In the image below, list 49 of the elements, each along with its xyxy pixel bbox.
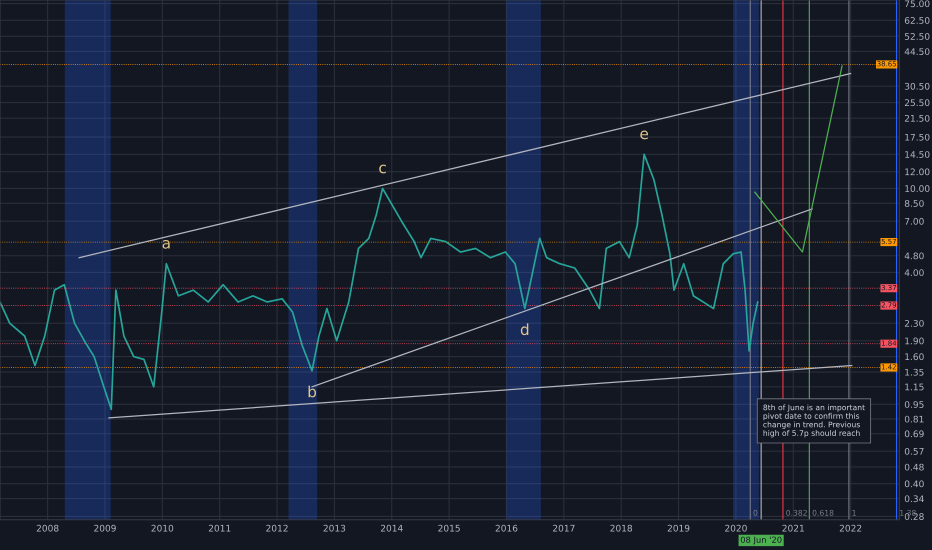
y-tick-label: 44.50 [904,48,930,56]
x-tick-label: 2013 [324,524,346,532]
x-tick-label: 2019 [668,524,690,532]
annotation: c [379,164,386,174]
y-tick-label: 17.50 [905,134,930,141]
y-tick-label: 0.40 [904,480,924,488]
y-tick-label: 0.69 [904,430,924,438]
x-tick-label: 2017 [553,524,575,532]
x-tick-label: 2010 [152,524,174,532]
y-tick-label: 25.50 [904,99,930,106]
annotation: a [162,240,170,249]
y-tick-label: 75.00 [904,0,930,8]
x-tick-label: 2009 [94,524,116,532]
y-tick-label: 62.50 [904,17,930,24]
y-tick-label: 1.15 [905,384,924,390]
y-tick-label: 14.50 [905,151,930,158]
y-tick-label: 7.00 [904,218,924,225]
y-tick-label: 0.81 [904,416,924,423]
annotation: b [308,386,316,398]
annotation: e [640,130,648,140]
y-tick-label: 1.90 [905,337,924,344]
y-tick-label: 52.50 [904,33,930,40]
y-tick-label: 0.95 [904,401,924,408]
y-tick-label: 0.34 [904,495,924,502]
y-tick-label: 4.80 [904,252,924,260]
x-tick-label: 2020 [725,524,747,532]
x-tick-label: 2011 [208,524,230,532]
y-tick-label: 8.50 [904,200,924,207]
x-tick-label: 2018 [610,524,632,532]
y-tick-label: 1.35 [905,368,924,376]
x-tick-label: 2022 [840,524,862,532]
y-tick-label: 0.57 [904,448,924,455]
x-tick-label: 2014 [380,524,403,532]
ref-line-label: 08 Jun '20 [740,536,782,544]
x-tick-label: 2021 [782,524,804,532]
y-tick-label: 12.00 [905,168,930,176]
x-tick-label: 2008 [36,524,58,532]
x-tick-label: 2016 [496,524,518,532]
y-tick-label: 21.50 [904,114,930,122]
y-tick-label: 30.50 [904,82,930,90]
y-tick-label: 1.60 [905,353,924,360]
y-tick-label: 2.30 [904,320,924,327]
y-tick-label: 4.00 [904,269,924,276]
x-tick-label: 2012 [266,524,288,532]
line-series [0,154,759,410]
annotation: d [520,323,528,336]
y-tick-label: 10.00 [905,185,930,192]
y-tick-label: 0.48 [904,464,924,471]
x-tick-label: 2015 [438,524,460,532]
